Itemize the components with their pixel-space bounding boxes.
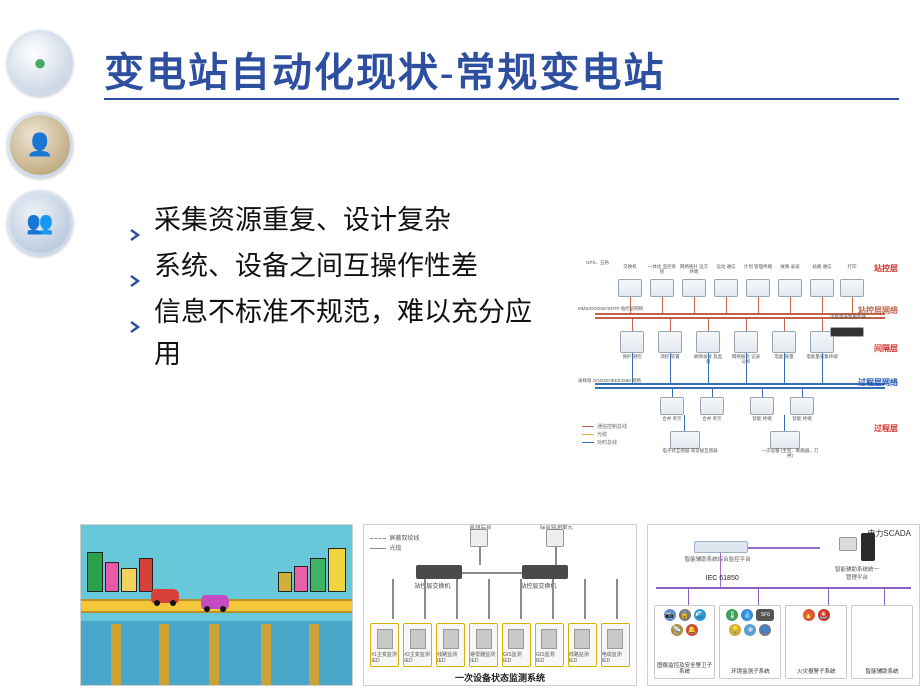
decor-photo-2: 👤 (7, 112, 73, 178)
bullet-item: 系统、设备之间互操作性差 (128, 246, 558, 288)
panel-cartoon-bridge (80, 524, 353, 686)
decor-photo-1: ● (7, 30, 73, 96)
decor-photo-3: 👥 (7, 190, 73, 256)
slide: ● 👤 👥 变电站自动化现状-常规变电站 采集资源重复、设计复杂 系统、设备之间… (0, 0, 920, 690)
bullet-item: 采集资源重复、设计复杂 (128, 200, 558, 242)
bullet-text: 信息不标准不规范，难以充分应用 (154, 292, 558, 376)
slide-title: 变电站自动化现状-常规变电站 (104, 40, 665, 98)
chevron-right-icon (128, 259, 142, 273)
bottom-panel-row: 监测后台综合监测单元屏蔽双绞线光缆站控层交换机站控层交换机#1主变监测IED#2… (80, 524, 920, 686)
title-rule (104, 98, 899, 100)
chevron-right-icon (128, 305, 142, 319)
bullet-item: 信息不标准不规范，难以充分应用 (128, 292, 558, 376)
panel2-caption: 一次设备状态监测系统 (364, 671, 635, 684)
bullet-list: 采集资源重复、设计复杂 系统、设备之间互操作性差 信息不标准不规范，难以充分应用 (128, 200, 558, 379)
bullet-text: 系统、设备之间互操作性差 (154, 246, 478, 288)
panel-monitoring-topology: 监测后台综合监测单元屏蔽双绞线光缆站控层交换机站控层交换机#1主变监测IED#2… (363, 524, 636, 686)
bullet-text: 采集资源重复、设计复杂 (154, 200, 451, 242)
substation-layer-diagram: GPS、五防交换机一体化 监控系统网络拓扑 远方终端远动 通信计划 管理终端故障… (580, 255, 900, 455)
side-band: ● 👤 👥 (0, 0, 82, 690)
panel-auxiliary-system: 电力SCADA智能辅助系统综合监控平台智能辅助系统统一管理平台IEC 61850… (647, 524, 920, 686)
chevron-right-icon (128, 213, 142, 227)
